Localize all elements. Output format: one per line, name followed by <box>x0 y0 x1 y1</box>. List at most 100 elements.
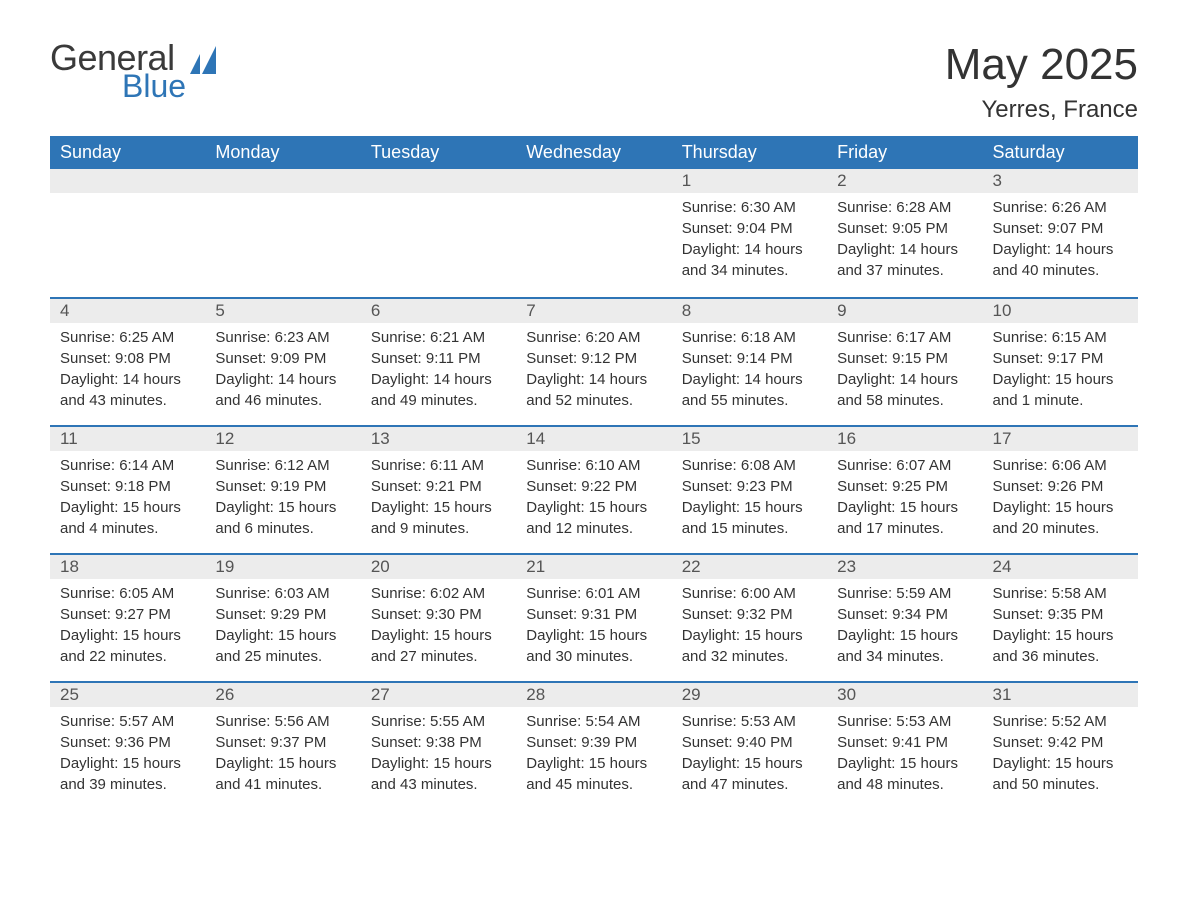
day-sunset: Sunset: 9:19 PM <box>215 476 350 497</box>
day-daylight: Daylight: 14 hours and 37 minutes. <box>837 239 972 281</box>
day-sunrise: Sunrise: 6:14 AM <box>60 455 195 476</box>
day-sunrise: Sunrise: 6:07 AM <box>837 455 972 476</box>
calendar-day-cell: 3Sunrise: 6:26 AMSunset: 9:07 PMDaylight… <box>983 169 1138 297</box>
day-sunrise: Sunrise: 5:53 AM <box>837 711 972 732</box>
day-daylight: Daylight: 15 hours and 6 minutes. <box>215 497 350 539</box>
day-number: 22 <box>672 553 827 579</box>
day-daylight: Daylight: 14 hours and 49 minutes. <box>371 369 506 411</box>
day-details: Sunrise: 6:15 AMSunset: 9:17 PMDaylight:… <box>983 323 1138 419</box>
weekday-header: Monday <box>205 136 360 169</box>
day-sunset: Sunset: 9:14 PM <box>682 348 817 369</box>
day-details: Sunrise: 6:18 AMSunset: 9:14 PMDaylight:… <box>672 323 827 419</box>
day-details: Sunrise: 6:17 AMSunset: 9:15 PMDaylight:… <box>827 323 982 419</box>
weekday-header: Thursday <box>672 136 827 169</box>
calendar-body: 1Sunrise: 6:30 AMSunset: 9:04 PMDaylight… <box>50 169 1138 809</box>
day-number: 28 <box>516 681 671 707</box>
calendar-week-row: 11Sunrise: 6:14 AMSunset: 9:18 PMDayligh… <box>50 425 1138 553</box>
month-title: May 2025 <box>945 40 1138 90</box>
day-details: Sunrise: 6:26 AMSunset: 9:07 PMDaylight:… <box>983 193 1138 289</box>
weekday-header: Wednesday <box>516 136 671 169</box>
weekday-header: Saturday <box>983 136 1138 169</box>
day-number: 17 <box>983 425 1138 451</box>
calendar-day-cell: 30Sunrise: 5:53 AMSunset: 9:41 PMDayligh… <box>827 681 982 809</box>
day-sunset: Sunset: 9:07 PM <box>993 218 1128 239</box>
day-daylight: Daylight: 15 hours and 27 minutes. <box>371 625 506 667</box>
day-daylight: Daylight: 15 hours and 34 minutes. <box>837 625 972 667</box>
day-sunrise: Sunrise: 5:57 AM <box>60 711 195 732</box>
calendar-day-cell: 28Sunrise: 5:54 AMSunset: 9:39 PMDayligh… <box>516 681 671 809</box>
day-daylight: Daylight: 15 hours and 25 minutes. <box>215 625 350 667</box>
day-sunset: Sunset: 9:21 PM <box>371 476 506 497</box>
day-sunrise: Sunrise: 6:26 AM <box>993 197 1128 218</box>
day-sunrise: Sunrise: 6:05 AM <box>60 583 195 604</box>
day-number: 13 <box>361 425 516 451</box>
calendar-day-cell <box>50 169 205 297</box>
day-number: 4 <box>50 297 205 323</box>
day-details: Sunrise: 6:12 AMSunset: 9:19 PMDaylight:… <box>205 451 360 547</box>
calendar-day-cell: 20Sunrise: 6:02 AMSunset: 9:30 PMDayligh… <box>361 553 516 681</box>
day-details: Sunrise: 6:14 AMSunset: 9:18 PMDaylight:… <box>50 451 205 547</box>
day-sunrise: Sunrise: 6:20 AM <box>526 327 661 348</box>
day-sunrise: Sunrise: 5:58 AM <box>993 583 1128 604</box>
day-sunset: Sunset: 9:36 PM <box>60 732 195 753</box>
day-details: Sunrise: 5:56 AMSunset: 9:37 PMDaylight:… <box>205 707 360 803</box>
day-sunrise: Sunrise: 6:18 AM <box>682 327 817 348</box>
calendar-week-row: 4Sunrise: 6:25 AMSunset: 9:08 PMDaylight… <box>50 297 1138 425</box>
day-number: 29 <box>672 681 827 707</box>
day-number: 21 <box>516 553 671 579</box>
day-sunrise: Sunrise: 5:54 AM <box>526 711 661 732</box>
day-daylight: Daylight: 15 hours and 30 minutes. <box>526 625 661 667</box>
day-number: 11 <box>50 425 205 451</box>
day-daylight: Daylight: 15 hours and 4 minutes. <box>60 497 195 539</box>
day-sunrise: Sunrise: 6:15 AM <box>993 327 1128 348</box>
calendar-day-cell: 23Sunrise: 5:59 AMSunset: 9:34 PMDayligh… <box>827 553 982 681</box>
day-sunrise: Sunrise: 6:12 AM <box>215 455 350 476</box>
day-sunset: Sunset: 9:34 PM <box>837 604 972 625</box>
calendar-day-cell: 16Sunrise: 6:07 AMSunset: 9:25 PMDayligh… <box>827 425 982 553</box>
calendar-day-cell: 15Sunrise: 6:08 AMSunset: 9:23 PMDayligh… <box>672 425 827 553</box>
day-number: 9 <box>827 297 982 323</box>
day-daylight: Daylight: 14 hours and 52 minutes. <box>526 369 661 411</box>
day-details: Sunrise: 6:06 AMSunset: 9:26 PMDaylight:… <box>983 451 1138 547</box>
day-number: 14 <box>516 425 671 451</box>
calendar-day-cell: 31Sunrise: 5:52 AMSunset: 9:42 PMDayligh… <box>983 681 1138 809</box>
day-sunset: Sunset: 9:35 PM <box>993 604 1128 625</box>
day-sunrise: Sunrise: 6:01 AM <box>526 583 661 604</box>
day-daylight: Daylight: 14 hours and 34 minutes. <box>682 239 817 281</box>
day-sunset: Sunset: 9:37 PM <box>215 732 350 753</box>
day-details: Sunrise: 6:01 AMSunset: 9:31 PMDaylight:… <box>516 579 671 675</box>
calendar-week-row: 18Sunrise: 6:05 AMSunset: 9:27 PMDayligh… <box>50 553 1138 681</box>
day-details: Sunrise: 6:08 AMSunset: 9:23 PMDaylight:… <box>672 451 827 547</box>
calendar-day-cell <box>361 169 516 297</box>
calendar-day-cell: 8Sunrise: 6:18 AMSunset: 9:14 PMDaylight… <box>672 297 827 425</box>
day-number-bar-empty <box>205 169 360 193</box>
day-daylight: Daylight: 14 hours and 55 minutes. <box>682 369 817 411</box>
logo-text-blue: Blue <box>122 70 186 102</box>
calendar-table: SundayMondayTuesdayWednesdayThursdayFrid… <box>50 136 1138 809</box>
day-sunrise: Sunrise: 6:25 AM <box>60 327 195 348</box>
day-sunset: Sunset: 9:41 PM <box>837 732 972 753</box>
location-label: Yerres, France <box>945 96 1138 124</box>
day-sunrise: Sunrise: 5:53 AM <box>682 711 817 732</box>
day-details: Sunrise: 5:58 AMSunset: 9:35 PMDaylight:… <box>983 579 1138 675</box>
day-sunrise: Sunrise: 6:30 AM <box>682 197 817 218</box>
calendar-day-cell: 10Sunrise: 6:15 AMSunset: 9:17 PMDayligh… <box>983 297 1138 425</box>
calendar-day-cell: 9Sunrise: 6:17 AMSunset: 9:15 PMDaylight… <box>827 297 982 425</box>
day-sunset: Sunset: 9:26 PM <box>993 476 1128 497</box>
calendar-day-cell: 12Sunrise: 6:12 AMSunset: 9:19 PMDayligh… <box>205 425 360 553</box>
day-daylight: Daylight: 15 hours and 48 minutes. <box>837 753 972 795</box>
day-sunset: Sunset: 9:23 PM <box>682 476 817 497</box>
day-details: Sunrise: 6:02 AMSunset: 9:30 PMDaylight:… <box>361 579 516 675</box>
day-daylight: Daylight: 15 hours and 9 minutes. <box>371 497 506 539</box>
calendar-day-cell: 17Sunrise: 6:06 AMSunset: 9:26 PMDayligh… <box>983 425 1138 553</box>
day-daylight: Daylight: 15 hours and 41 minutes. <box>215 753 350 795</box>
day-number: 1 <box>672 169 827 193</box>
calendar-day-cell: 21Sunrise: 6:01 AMSunset: 9:31 PMDayligh… <box>516 553 671 681</box>
day-sunrise: Sunrise: 6:00 AM <box>682 583 817 604</box>
calendar-day-cell: 25Sunrise: 5:57 AMSunset: 9:36 PMDayligh… <box>50 681 205 809</box>
day-sunrise: Sunrise: 6:08 AM <box>682 455 817 476</box>
calendar-day-cell: 2Sunrise: 6:28 AMSunset: 9:05 PMDaylight… <box>827 169 982 297</box>
day-daylight: Daylight: 15 hours and 17 minutes. <box>837 497 972 539</box>
day-sunset: Sunset: 9:29 PM <box>215 604 350 625</box>
day-number: 7 <box>516 297 671 323</box>
